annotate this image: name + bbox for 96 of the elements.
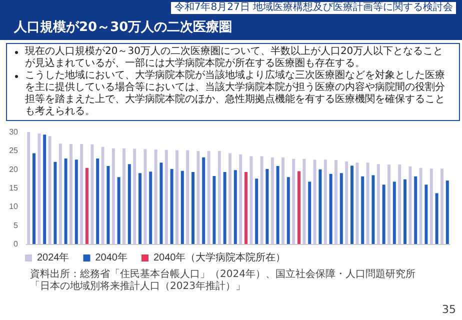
bar [27, 132, 30, 244]
bar [74, 160, 78, 244]
legend-label: 2040年 [95, 252, 128, 264]
bar [122, 148, 126, 244]
bar [324, 160, 327, 244]
y-tick-label: 20 [9, 164, 19, 174]
bar [361, 176, 364, 244]
bar [419, 168, 422, 244]
bar [435, 193, 438, 244]
bar [398, 164, 402, 244]
bar [239, 154, 242, 244]
bar [282, 157, 284, 244]
bar [244, 172, 248, 244]
bar [340, 173, 343, 244]
bar [414, 176, 418, 244]
bar [313, 160, 316, 244]
text: 35 [442, 303, 456, 316]
bar [286, 177, 290, 244]
bar [144, 149, 147, 244]
bar [64, 158, 68, 244]
bar [334, 160, 338, 244]
bar [223, 172, 226, 244]
bar [112, 148, 115, 244]
bar [440, 168, 444, 244]
bar [80, 144, 84, 244]
text: 令和7年8月27日 地域医療構想及び医療計画等に関する検討会 [171, 2, 456, 14]
bar [176, 150, 178, 244]
bar [154, 150, 158, 244]
bar [376, 164, 380, 244]
bar [54, 162, 57, 244]
y-tick-label: 30 [9, 128, 19, 136]
legend-label: 2040年（大学病院本院所在） [153, 252, 286, 264]
text: こうした地域において、大学病院本院が当該地域より広域な三次医療圏などを対象とした医療を主に提供している場合等においては、当該大学病院本院が担う医療の内容や病院間の役割分担等を踏まえた上で、大学病院本院のほか、急性期拠点機能を有する医療機関を確保することも考えられる。 [24, 70, 446, 118]
y-tick-label: 5 [14, 220, 19, 230]
bar [408, 166, 412, 244]
bar [196, 151, 200, 244]
y-tick-label: 25 [9, 146, 19, 156]
bar [96, 158, 100, 244]
bar [117, 177, 120, 244]
bar [128, 164, 131, 244]
y-tick-label: 10 [9, 202, 19, 212]
bar [192, 172, 194, 244]
bar [250, 156, 253, 244]
bar [350, 166, 354, 244]
bar [32, 153, 36, 244]
bar [101, 146, 104, 244]
bar [170, 168, 174, 244]
bar [260, 156, 264, 244]
bar [212, 176, 216, 244]
y-tick-label: 15 [9, 184, 19, 192]
bar [164, 150, 168, 244]
bar [160, 162, 163, 244]
bar [138, 173, 142, 244]
bar [270, 157, 274, 244]
bar [48, 136, 52, 244]
bar [372, 175, 375, 244]
bar [90, 144, 94, 244]
bar [424, 184, 428, 244]
chart-title: 人口規模が20～30万人の二次医療圏 [14, 19, 232, 36]
bar [366, 162, 370, 244]
bar [228, 153, 232, 244]
legend-label: 2024年 [37, 252, 70, 264]
bar [276, 166, 280, 244]
bar [404, 179, 406, 244]
bar [345, 161, 348, 244]
bar [430, 168, 433, 244]
y-tick-label: 0 [14, 240, 19, 248]
bar [302, 158, 306, 244]
bar [180, 170, 184, 244]
bar [255, 178, 258, 244]
bar [133, 148, 136, 244]
bar [298, 171, 300, 244]
text: 現在の人口規模が20～30万人の二次医療圏について、半数以上が人口20万人以下となることが見込まれているが、一部には大学病院本院が所在する医療圏も存在する。 [24, 46, 444, 70]
bar [207, 151, 210, 244]
bar [329, 174, 332, 244]
bar [202, 157, 206, 244]
text: 資料出所：総務省「住民基本台帳人口」（2024年）、国立社会保障・人口問題研究所「日本の地域別将来推計人口（2023年推計）」 [30, 269, 416, 293]
bar [388, 164, 390, 244]
bar [38, 133, 41, 244]
bar [308, 182, 312, 244]
bar [58, 144, 62, 244]
bar [266, 168, 269, 244]
bar [382, 184, 386, 244]
bar [186, 150, 190, 244]
bar [43, 134, 46, 244]
bar [106, 166, 110, 244]
bar [70, 144, 72, 244]
bar [392, 182, 396, 244]
bar [86, 168, 88, 244]
bar [356, 162, 359, 244]
bar [218, 151, 221, 244]
bar [292, 158, 296, 244]
bar [446, 180, 449, 244]
bar [149, 172, 152, 244]
bar [234, 170, 237, 244]
bar [318, 169, 322, 244]
